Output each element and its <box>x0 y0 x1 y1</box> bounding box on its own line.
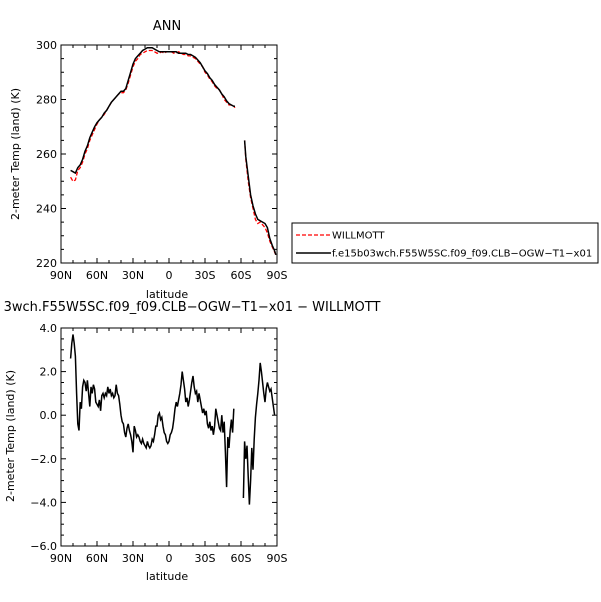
y-tick-label: 0.0 <box>40 409 58 422</box>
y-tick-label: 300 <box>36 39 57 52</box>
y-axis-label-bottom: 2-meter Temp (land) (K) <box>4 370 17 502</box>
plot-frame <box>60 327 278 547</box>
x-tick-label: 30N <box>122 269 144 282</box>
y-tick-label: 4.0 <box>40 322 58 335</box>
legend: WILLMOTT f.e15b03wch.F55W5SC.f09_f09.CLB… <box>291 222 599 264</box>
series-line-0-0-0 <box>70 49 236 183</box>
y-axis-label-top: 2-meter Temp (land) (K) <box>9 88 22 220</box>
series-layer-bottom <box>69 334 276 505</box>
y-tick-label: 260 <box>36 148 57 161</box>
panel-top: ANN 90N 60N 30N 0 30S 60S 90S 220 240 260 280 300 l… <box>9 19 288 301</box>
x-tick-label: 0 <box>166 269 173 282</box>
legend-label-willmott: WILLMOTT <box>332 231 385 242</box>
y-tick-label: 2.0 <box>40 366 58 379</box>
x-tick-label: 60S <box>231 552 252 565</box>
series-line-0-1-0 <box>70 46 235 175</box>
axes-bottom: 90N 60N 30N 0 30S 60S 90S −6.0 −4.0 −2.0 0.0 2.0 4.0 <box>30 322 287 565</box>
series-line-1-0-0 <box>69 334 235 488</box>
x-axis-label-top: latitude <box>146 288 188 301</box>
series-line-1-0-1 <box>242 362 276 505</box>
x-tick-label: 30S <box>195 269 216 282</box>
x-tick-label: 60N <box>86 269 108 282</box>
y-tick-label: −2.0 <box>30 453 57 466</box>
legend-label-model: f.e15b03wch.F55W5SC.f09_f09.CLB−OGW−T1−x… <box>332 249 592 260</box>
chart-title-top: ANN <box>153 19 181 34</box>
x-tick-label: 60N <box>86 552 108 565</box>
y-tick-label: −6.0 <box>30 540 57 553</box>
series-line-0-1-1 <box>243 140 277 256</box>
axes-top: 90N 60N 30N 0 30S 60S 90S 220 240 260 280 300 <box>36 39 288 282</box>
plot-frame <box>60 44 278 264</box>
chart-title-bottom: 3wch.F55W5SC.f09_f09.CLB−OGW−T1−x01 − WI… <box>4 300 381 315</box>
x-tick-label: 0 <box>166 552 173 565</box>
x-tick-label: 30S <box>195 552 216 565</box>
panel-bottom: 3wch.F55W5SC.f09_f09.CLB−OGW−T1−x01 − WI… <box>4 300 381 583</box>
x-axis-label-bottom: latitude <box>146 570 188 583</box>
y-tick-label: −4.0 <box>30 496 57 509</box>
legend-box <box>291 222 599 264</box>
x-tick-label: 90S <box>267 269 288 282</box>
y-tick-label: 280 <box>36 94 57 107</box>
x-tick-label: 60S <box>231 269 252 282</box>
y-tick-label: 240 <box>36 203 57 216</box>
series-line-0-0-1 <box>243 140 277 256</box>
y-tick-label: 220 <box>36 257 57 270</box>
x-tick-label: 30N <box>122 552 144 565</box>
x-tick-label: 90S <box>267 552 288 565</box>
x-tick-label: 90N <box>50 269 72 282</box>
x-tick-label: 90N <box>50 552 72 565</box>
series-layer-top <box>70 46 277 256</box>
